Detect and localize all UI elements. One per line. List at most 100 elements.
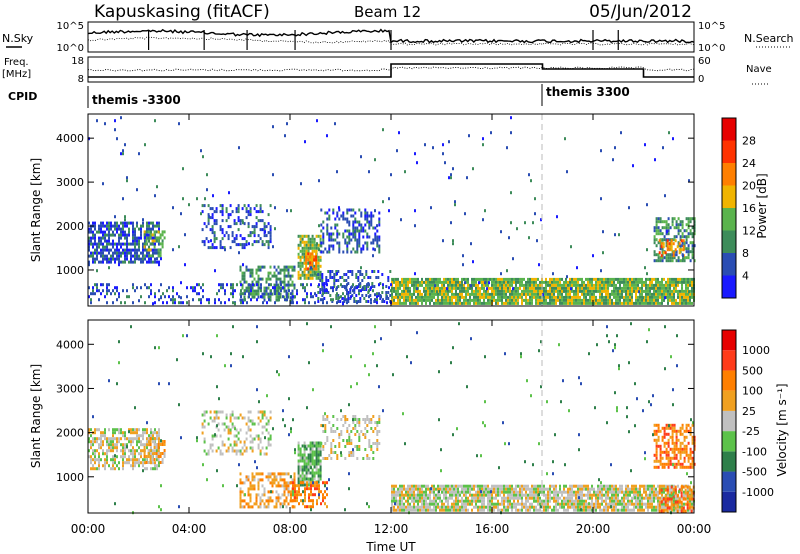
heatmap-cell (145, 239, 148, 243)
heatmap-cell (329, 270, 332, 273)
heatmap-cell (683, 289, 685, 293)
heatmap-cell (142, 434, 144, 438)
heatmap-cell (471, 508, 473, 512)
heatmap-cell (157, 236, 160, 240)
heatmap-cell (94, 449, 96, 453)
heatmap-cell (401, 301, 403, 305)
heatmap-cell (553, 484, 555, 488)
heatmap-cell (157, 254, 160, 258)
heatmap-cell (130, 437, 132, 441)
heatmap-cell (393, 508, 395, 512)
heatmap-cell (471, 502, 473, 506)
heatmap-cell (445, 280, 447, 284)
heatmap-cell (112, 224, 114, 228)
heatmap-cell (150, 289, 152, 293)
heatmap-cell (353, 288, 356, 291)
heatmap-cell (92, 452, 94, 456)
colorbar-tick-label: 20 (742, 180, 756, 193)
heatmap-cell (269, 225, 272, 229)
heatmap-cell (106, 245, 108, 249)
heatmap-cell (151, 239, 154, 243)
heatmap-cell (297, 474, 300, 478)
heatmap-cell (249, 213, 252, 217)
heatmap-cell (631, 289, 633, 293)
heatmap-cell (677, 256, 680, 260)
nsearch-tick-top: 10^5 (698, 21, 725, 32)
heatmap-cell (667, 283, 669, 287)
heatmap-cell (90, 227, 92, 231)
heatmap-cell (431, 286, 433, 290)
heatmap-cell (348, 424, 351, 427)
heatmap-cell (319, 237, 322, 241)
heatmap-cell (683, 280, 685, 284)
heatmap-cell (90, 239, 92, 243)
heatmap-cell (374, 158, 376, 162)
heatmap-cell (142, 428, 144, 432)
heatmap-cell (136, 428, 138, 432)
heatmap-cell (445, 298, 447, 302)
heatmap-cell (294, 496, 296, 500)
heatmap-cell (635, 277, 637, 281)
heatmap-cell (138, 257, 140, 261)
heatmap-cell (385, 297, 388, 300)
heatmap-cell (319, 474, 322, 478)
heatmap-cell (449, 301, 451, 305)
heatmap-cell (118, 242, 120, 246)
heatmap-cell (334, 122, 336, 126)
heatmap-cell (329, 273, 332, 276)
heatmap-cell (317, 471, 320, 475)
heatmap-cell (245, 422, 248, 426)
heatmap-cell (114, 286, 116, 290)
heatmap-cell (401, 277, 403, 281)
heatmap-cell (501, 499, 503, 503)
heatmap-cell (265, 292, 268, 296)
heatmap-cell (679, 301, 681, 305)
heatmap-cell (251, 280, 254, 284)
heatmap-cell (315, 258, 318, 262)
heatmap-cell (328, 454, 331, 457)
heatmap-cell (273, 265, 276, 269)
heatmap-cell (308, 301, 310, 305)
heatmap-cell (90, 301, 92, 305)
heatmap-cell (269, 231, 272, 235)
heatmap-cell (493, 286, 495, 290)
heatmap-cell (657, 229, 660, 233)
heatmap-cell (247, 490, 250, 494)
heatmap-cell (487, 283, 489, 287)
heatmap-cell (689, 229, 692, 233)
heatmap-cell (265, 277, 268, 281)
heatmap-cell (387, 279, 390, 282)
heatmap-cell (292, 301, 294, 305)
heatmap-cell (483, 484, 485, 488)
heatmap-cell (182, 301, 184, 305)
heatmap-cell (209, 216, 212, 220)
heatmap-cell (318, 224, 320, 228)
heatmap-cell (211, 246, 214, 250)
heatmap-cell (322, 241, 325, 245)
heatmap-cell (405, 508, 407, 512)
heatmap-cell (223, 246, 226, 250)
heatmap-cell (186, 301, 188, 305)
nsky-panel-frame (87, 21, 695, 53)
colorbar-tick-label: 8 (742, 247, 749, 260)
heatmap-cell (488, 281, 490, 285)
heatmap-cell (289, 490, 292, 494)
heatmap-cell (517, 280, 519, 284)
heatmap-cell (675, 298, 677, 302)
heatmap-cell (346, 442, 349, 445)
heatmap-cell (136, 224, 138, 228)
heatmap-cell (247, 204, 250, 208)
heatmap-cell (615, 292, 617, 296)
heatmap-cell (94, 224, 96, 228)
heatmap-cell (343, 279, 346, 282)
heatmap-cell (128, 437, 130, 441)
heatmap-cell (319, 234, 322, 238)
heatmap-cell (392, 278, 394, 282)
heatmap-cell (326, 439, 329, 442)
heatmap-cell (241, 505, 244, 509)
heatmap-cell (525, 295, 527, 299)
heatmap-cell (157, 452, 160, 455)
heatmap-cell (309, 261, 312, 265)
heatmap-cell (611, 289, 613, 293)
heatmap-cell (678, 251, 681, 255)
